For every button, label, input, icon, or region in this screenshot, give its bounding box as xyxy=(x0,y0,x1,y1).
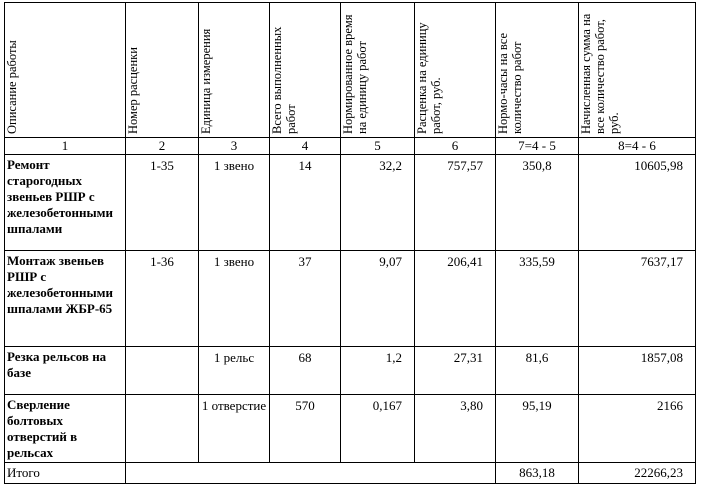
row-unit: 1 отверстие xyxy=(198,394,270,463)
row-hours: 335,59 xyxy=(495,250,579,347)
work-table-container: Описание работы Номер расценки Единица и… xyxy=(4,2,696,484)
row-description: Монтаж звеньев РШР с железобетонными шпа… xyxy=(4,250,126,347)
row-norm-time: 9,07 xyxy=(340,250,415,347)
header-sum: Начисленная сумма на все количество рабо… xyxy=(579,13,622,134)
table-row: Ремонт старогодных звеньев РШР с железоб… xyxy=(4,154,696,251)
row-rate: 757,57 xyxy=(414,154,496,251)
header-cell: Описание работы xyxy=(4,2,126,138)
header-cell: Нормо-часы на все количество работ xyxy=(495,2,579,138)
header-cell: Начисленная сумма на все количество рабо… xyxy=(578,2,696,138)
table-row: Монтаж звеньев РШР с железобетонными шпа… xyxy=(4,250,696,347)
header-total: Всего выполненных работ xyxy=(270,26,299,134)
column-number: 1 xyxy=(4,137,126,155)
row-total: 14 xyxy=(269,154,341,251)
row-code: 1-36 xyxy=(125,250,199,347)
column-number-row: 1 2 3 4 5 6 7=4 - 5 8=4 - 6 xyxy=(4,137,696,155)
table-row: Сверление болтовых отверстий в рельсах 1… xyxy=(4,394,696,463)
row-norm-time: 0,167 xyxy=(340,394,415,463)
work-table: Описание работы Номер расценки Единица и… xyxy=(4,2,696,484)
totals-row: Итого 863,18 22266,23 xyxy=(4,462,696,484)
row-description: Ремонт старогодных звеньев РШР с железоб… xyxy=(4,154,126,251)
row-rate: 3,80 xyxy=(414,394,496,463)
header-cell: Всего выполненных работ xyxy=(269,2,341,138)
row-norm-time: 1,2 xyxy=(340,346,415,395)
row-sum: 10605,98 xyxy=(578,154,696,251)
row-code xyxy=(125,346,199,395)
header-hours: Нормо-часы на все количество работ xyxy=(496,32,525,134)
row-norm-time: 32,2 xyxy=(340,154,415,251)
row-description: Резка рельсов на базе xyxy=(4,346,126,395)
row-hours: 350,8 xyxy=(495,154,579,251)
totals-empty-cell xyxy=(125,462,496,484)
row-hours: 95,19 xyxy=(495,394,579,463)
row-rate: 206,41 xyxy=(414,250,496,347)
totals-sum: 22266,23 xyxy=(578,462,696,484)
header-cell: Номер расценки xyxy=(125,2,199,138)
row-sum: 1857,08 xyxy=(578,346,696,395)
header-cell: Нормированное время на единицу работ xyxy=(340,2,415,138)
column-number: 2 xyxy=(125,137,199,155)
row-description: Сверление болтовых отверстий в рельсах xyxy=(4,394,126,463)
row-code xyxy=(125,394,199,463)
row-unit: 1 рельс xyxy=(198,346,270,395)
totals-hours: 863,18 xyxy=(495,462,579,484)
header-code: Номер расценки xyxy=(126,47,141,134)
row-rate: 27,31 xyxy=(414,346,496,395)
header-unit: Единица измерения xyxy=(199,28,214,134)
column-number: 3 xyxy=(198,137,270,155)
row-total: 37 xyxy=(269,250,341,347)
column-number: 5 xyxy=(340,137,415,155)
column-number: 4 xyxy=(269,137,341,155)
header-norm-time: Нормированное время на единицу работ xyxy=(341,14,370,134)
row-unit: 1 звено xyxy=(198,154,270,251)
row-sum: 7637,17 xyxy=(578,250,696,347)
row-code: 1-35 xyxy=(125,154,199,251)
row-sum: 2166 xyxy=(578,394,696,463)
totals-label: Итого xyxy=(4,462,126,484)
row-total: 68 xyxy=(269,346,341,395)
header-cell: Единица измерения xyxy=(198,2,270,138)
row-unit: 1 звено xyxy=(198,250,270,347)
header-cell: Расценка на единицу работ, руб. xyxy=(414,2,496,138)
row-total: 570 xyxy=(269,394,341,463)
column-number: 7=4 - 5 xyxy=(495,137,579,155)
column-number: 6 xyxy=(414,137,496,155)
row-hours: 81,6 xyxy=(495,346,579,395)
header-rate: Расценка на единицу работ, руб. xyxy=(415,22,444,134)
header-row: Описание работы Номер расценки Единица и… xyxy=(4,2,696,138)
table-row: Резка рельсов на базе 1 рельс 68 1,2 27,… xyxy=(4,346,696,395)
column-number: 8=4 - 6 xyxy=(578,137,696,155)
header-description: Описание работы xyxy=(5,40,20,134)
